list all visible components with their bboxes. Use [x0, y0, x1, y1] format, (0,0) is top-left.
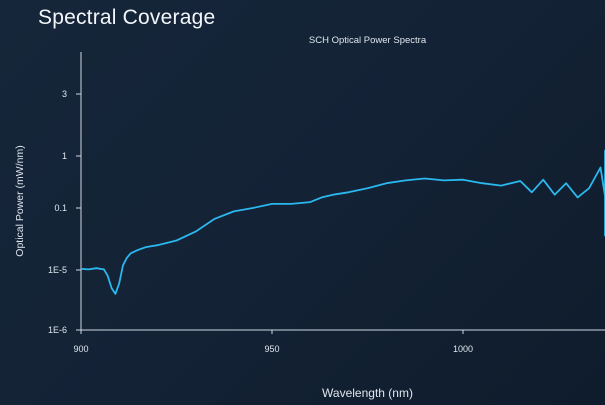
series-line — [80, 149, 605, 295]
y-tick-label: 1E-5 — [48, 265, 67, 275]
x-tick-label: 950 — [264, 344, 279, 354]
x-tick-label: 900 — [73, 344, 88, 354]
page-title: Spectral Coverage — [38, 6, 216, 29]
x-axis-label: Wavelength (nm) — [322, 386, 413, 400]
y-tick-label: 0.1 — [54, 203, 67, 213]
y-tick-label: 3 — [62, 89, 67, 99]
y-axis-label: Optical Power (mW/nm) — [14, 145, 26, 257]
y-tick-label: 1E-6 — [48, 325, 67, 335]
chart-title: SCH Optical Power Spectra — [308, 35, 427, 46]
y-tick-label: 1 — [62, 151, 67, 161]
x-tick-label: 1000 — [453, 344, 473, 354]
